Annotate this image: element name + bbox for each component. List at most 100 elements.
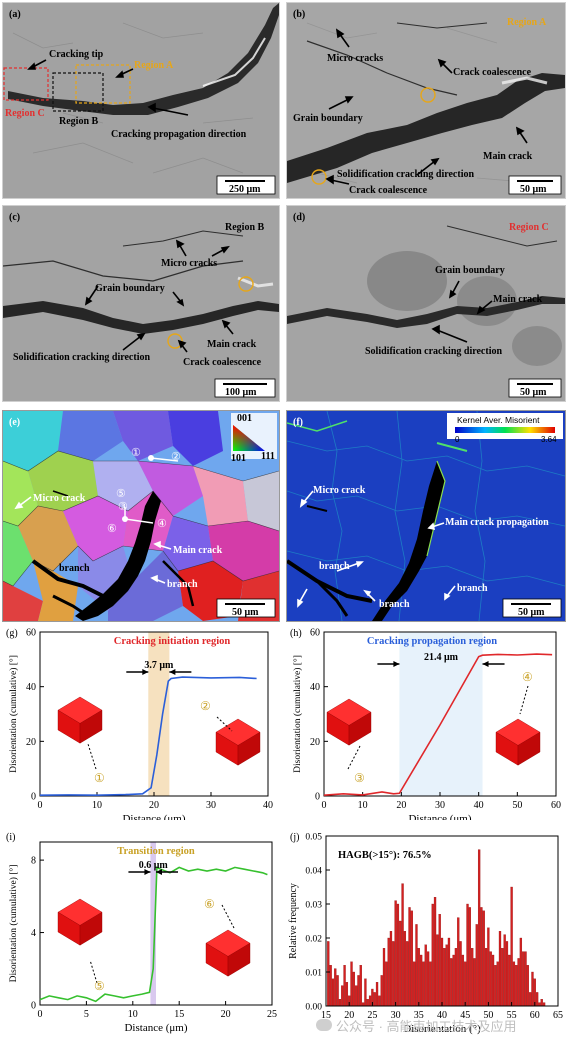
y-tick-label: 0 [31, 792, 36, 803]
chart-g: 0 10 20 30 40 0 20 40 60 Distance (μm) Disorientat… [2, 624, 278, 821]
bar [329, 965, 332, 1007]
marker-arrow-2 [221, 904, 235, 929]
bar [510, 886, 513, 1007]
orientation-cube-1 [57, 696, 103, 744]
marker-arrow-1 [347, 745, 361, 770]
bar [413, 961, 416, 1007]
chart-title: Transition region [117, 846, 195, 857]
x-tick-label: 30 [206, 800, 216, 811]
marker-label-1: ⑤ [94, 979, 105, 993]
x-tick-label: 25 [367, 1010, 377, 1021]
x-tick-label: 60 [530, 1010, 540, 1021]
y-tick-label: 20 [310, 737, 320, 748]
bar [487, 927, 490, 1007]
bar [341, 985, 344, 1007]
annotation-text: 0.6 μm [139, 860, 169, 871]
x-tick-label: 40 [263, 800, 273, 811]
bar [508, 954, 511, 1007]
main-crack-shape-e [75, 491, 161, 621]
x-tick-label: 35 [414, 1010, 424, 1021]
region-a-box [75, 64, 131, 104]
scale-bar-f: 50 μm [518, 607, 545, 618]
crack-coalescence-label-2: Crack coalescence [349, 185, 428, 196]
bar [424, 944, 427, 1007]
bar [436, 934, 439, 1007]
x-tick-label: 15 [321, 1010, 331, 1021]
marker-2: ② [171, 451, 181, 463]
bar [519, 937, 523, 1007]
orientation-cube-1 [57, 898, 103, 946]
bar [406, 941, 409, 1007]
cracking-tip-label: Cracking tip [49, 49, 104, 60]
kam-min: 0 [455, 435, 460, 444]
bar [401, 883, 404, 1007]
annotation-arrowhead-left [393, 661, 400, 667]
bar [443, 948, 446, 1007]
region-c-box [3, 67, 49, 101]
bar [498, 931, 502, 1007]
marker-arrow-2 [216, 716, 233, 732]
chart-h-svg: 0 10 20 30 40 50 60 0 20 40 60 Distance (μm) Disorie… [290, 628, 561, 821]
bar [461, 954, 465, 1007]
y-tick-label: 8 [31, 856, 36, 867]
bar [533, 978, 536, 1007]
main-crack-propagation-label: Main crack propagation [445, 517, 549, 528]
marker-1: ① [131, 447, 141, 459]
bar [327, 941, 330, 1007]
solidification-direction-label-c: Solidification cracking direction [13, 352, 150, 363]
branch-label-e-2: branch [167, 579, 198, 590]
y-tick-label: 0.03 [305, 901, 322, 911]
y-tick-label: 60 [26, 628, 36, 639]
crack-coalescence-label-c: Crack coalescence [183, 357, 262, 368]
bar [385, 961, 388, 1007]
marker-arrow-1 [89, 959, 98, 984]
micro-cracks-label: Micro cracks [327, 53, 383, 64]
region-c-title: Region C [509, 222, 549, 233]
bar [464, 961, 467, 1007]
y-axis-label: Disorientation (cumulative) [°] [8, 655, 19, 773]
marker-label-2: ② [200, 699, 211, 713]
orientation-cube-1 [326, 698, 372, 746]
x-tick-label: 10 [128, 1009, 138, 1020]
bar [389, 931, 393, 1007]
bar [454, 948, 458, 1007]
highlight-band [150, 842, 156, 1005]
bar [366, 999, 369, 1007]
marker-5: ⑤ [116, 488, 126, 500]
main-crack-shape [8, 3, 279, 115]
bar [466, 903, 469, 1007]
watermark-text: 公众号 · 高能束加工技术及应用 [336, 1018, 517, 1034]
micro-crack-label-f: Micro crack [313, 485, 366, 496]
y-tick-label: 40 [26, 682, 36, 693]
marker-label-1: ③ [354, 771, 365, 785]
grain-boundary-label-d: Grain boundary [435, 265, 505, 276]
bar [531, 971, 534, 1007]
annotation-arrowhead-left [142, 669, 149, 675]
bar [503, 934, 506, 1007]
hagb-annotation: HAGB(>15°): 76.5% [338, 850, 432, 861]
chart-i: 0 5 10 15 20 25 0 4 8 Distance (μm) Disorientation… [2, 828, 278, 1041]
branch-label-f-1: branch [319, 561, 350, 572]
x-tick-label: 10 [92, 800, 102, 811]
watermark: 公众号 · 高能束加工技术及应用 [316, 1013, 566, 1037]
orientation-cube-2 [205, 929, 251, 977]
bar [526, 965, 529, 1007]
panel-b-tag: (b) [293, 9, 305, 20]
bar [394, 900, 397, 1007]
bar [501, 948, 504, 1007]
bar [505, 941, 509, 1007]
data-line [39, 866, 268, 1003]
bar [473, 958, 476, 1007]
x-axis-label: Disorientation (°) [403, 1023, 481, 1035]
main-crack-label-d: Main crack [493, 294, 543, 305]
branch-label-f-3: branch [457, 583, 488, 594]
y-tick-label: 0.04 [305, 867, 322, 877]
chart-g-svg: 0 10 20 30 40 0 20 40 60 Distance (μm) Disorientat… [6, 628, 273, 821]
wechat-icon [316, 1019, 332, 1031]
chart-title: Cracking initiation region [114, 636, 231, 647]
region-b-box [52, 72, 104, 112]
main-crack-shape-f [372, 461, 445, 621]
bar [364, 978, 367, 1007]
y-axis-label: Disorientation (cumulative) [°] [292, 655, 303, 773]
marker-arrow-2 [519, 685, 529, 715]
